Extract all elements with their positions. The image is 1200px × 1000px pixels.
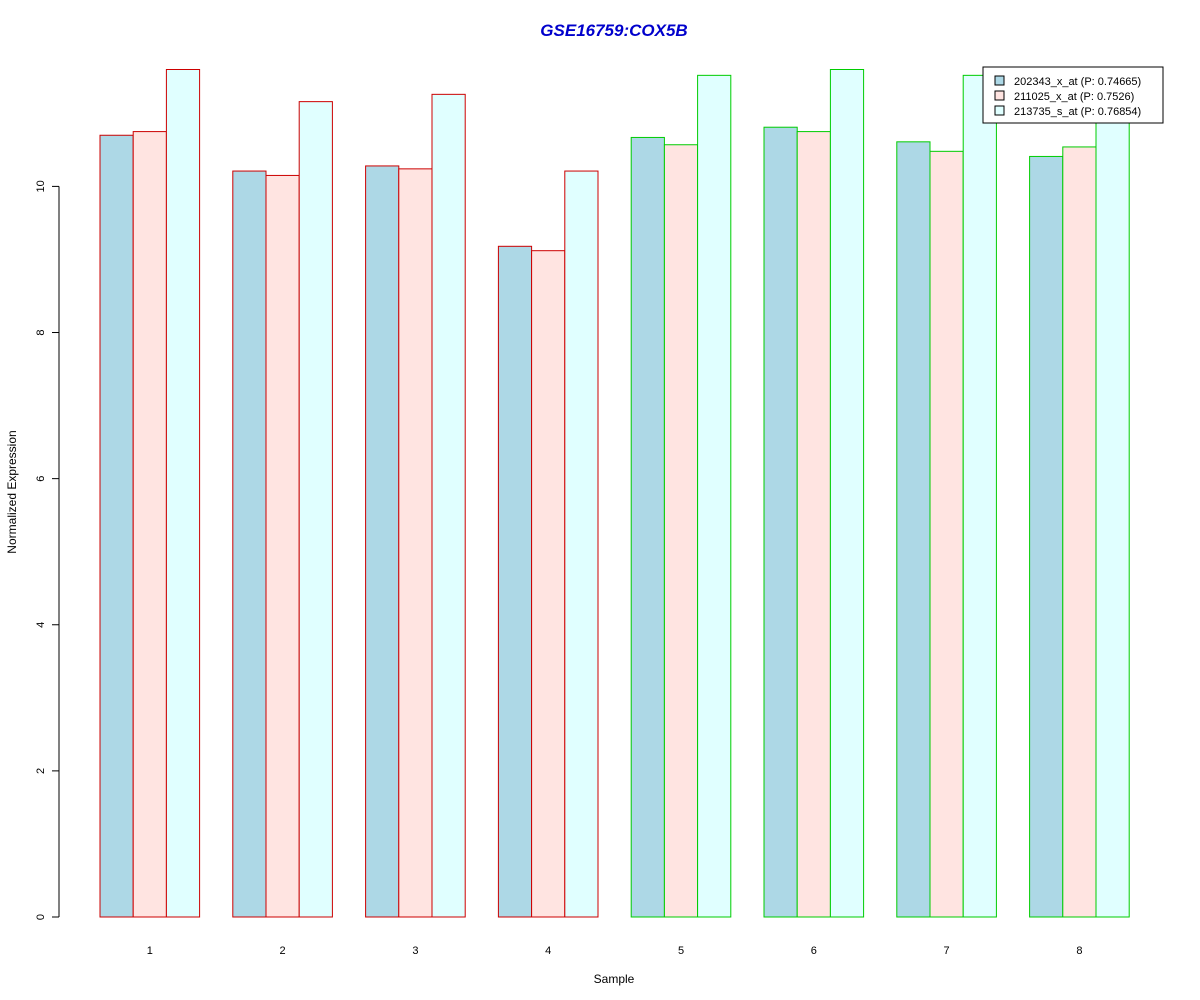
bar-sample-4-series-1 [497, 245, 533, 918]
bar-sample-5-series-1 [630, 136, 665, 918]
x-tick-label: 7 [944, 945, 950, 957]
chart-title: GSE16759:COX5B [540, 21, 687, 40]
bar-sample-4-series-3 [564, 170, 599, 918]
y-tick-label: 2 [35, 768, 47, 774]
bar-sample-8-series-3 [1095, 112, 1130, 918]
x-tick-label: 1 [147, 945, 153, 957]
bar-sample-1-series-1 [99, 134, 134, 918]
y-axis-label: Normalized Expression [5, 430, 19, 553]
x-tick-label: 6 [811, 945, 817, 957]
legend: 202343_x_at (P: 0.74665) 211025_x_at (P: … [982, 66, 1164, 124]
bar-sample-7-series-3 [962, 74, 997, 918]
bar-sample-2-series-3 [298, 101, 333, 918]
legend-entry-label: 211025_x_at (P: 0.7526) [1014, 91, 1134, 103]
bar-sample-8-series-1 [1029, 155, 1064, 918]
bar-sample-7-series-2 [929, 150, 964, 918]
bar-sample-1-series-3 [165, 68, 201, 918]
bar-sample-4-series-2 [531, 250, 566, 918]
bar-sample-6-series-2 [796, 131, 831, 918]
y-tick-label: 6 [35, 476, 47, 482]
y-axis: 0 2 4 6 8 10 [35, 180, 60, 920]
legend-swatch [994, 105, 1005, 116]
legend-swatch [994, 90, 1005, 101]
y-tick-label: 8 [35, 329, 47, 335]
legend-entry-label: 213735_s_at (P: 0.76854) [1014, 106, 1141, 118]
bar-sample-8-series-2 [1062, 146, 1097, 918]
y-tick-label: 4 [35, 622, 47, 628]
bar-sample-5-series-2 [663, 144, 699, 918]
bar-sample-6-series-3 [829, 68, 865, 918]
bar-sample-2-series-2 [265, 174, 300, 918]
legend-swatch [994, 75, 1005, 86]
x-axis-label: Sample [594, 972, 635, 986]
bar-sample-1-series-2 [132, 131, 167, 918]
bar-sample-7-series-1 [896, 141, 931, 918]
bar-sample-6-series-1 [763, 126, 798, 918]
bar-sample-3-series-2 [398, 168, 433, 918]
bar-sample-3-series-3 [431, 93, 466, 918]
x-axis: 1 2 3 4 5 6 7 8 [147, 945, 1083, 957]
x-tick-label: 2 [280, 945, 286, 957]
x-tick-label: 5 [678, 945, 684, 957]
bar-sample-3-series-1 [365, 165, 400, 918]
legend-box [982, 66, 1164, 124]
x-tick-label: 4 [545, 945, 551, 957]
x-tick-label: 3 [412, 945, 418, 957]
bar-sample-5-series-3 [697, 74, 732, 918]
bars-group [99, 68, 1130, 918]
y-tick-label: 0 [35, 914, 47, 920]
x-tick-label: 8 [1076, 945, 1082, 957]
legend-entry-label: 202343_x_at (P: 0.74665) [1014, 76, 1141, 88]
bar-sample-2-series-1 [232, 170, 267, 918]
y-tick-label: 10 [35, 180, 47, 192]
